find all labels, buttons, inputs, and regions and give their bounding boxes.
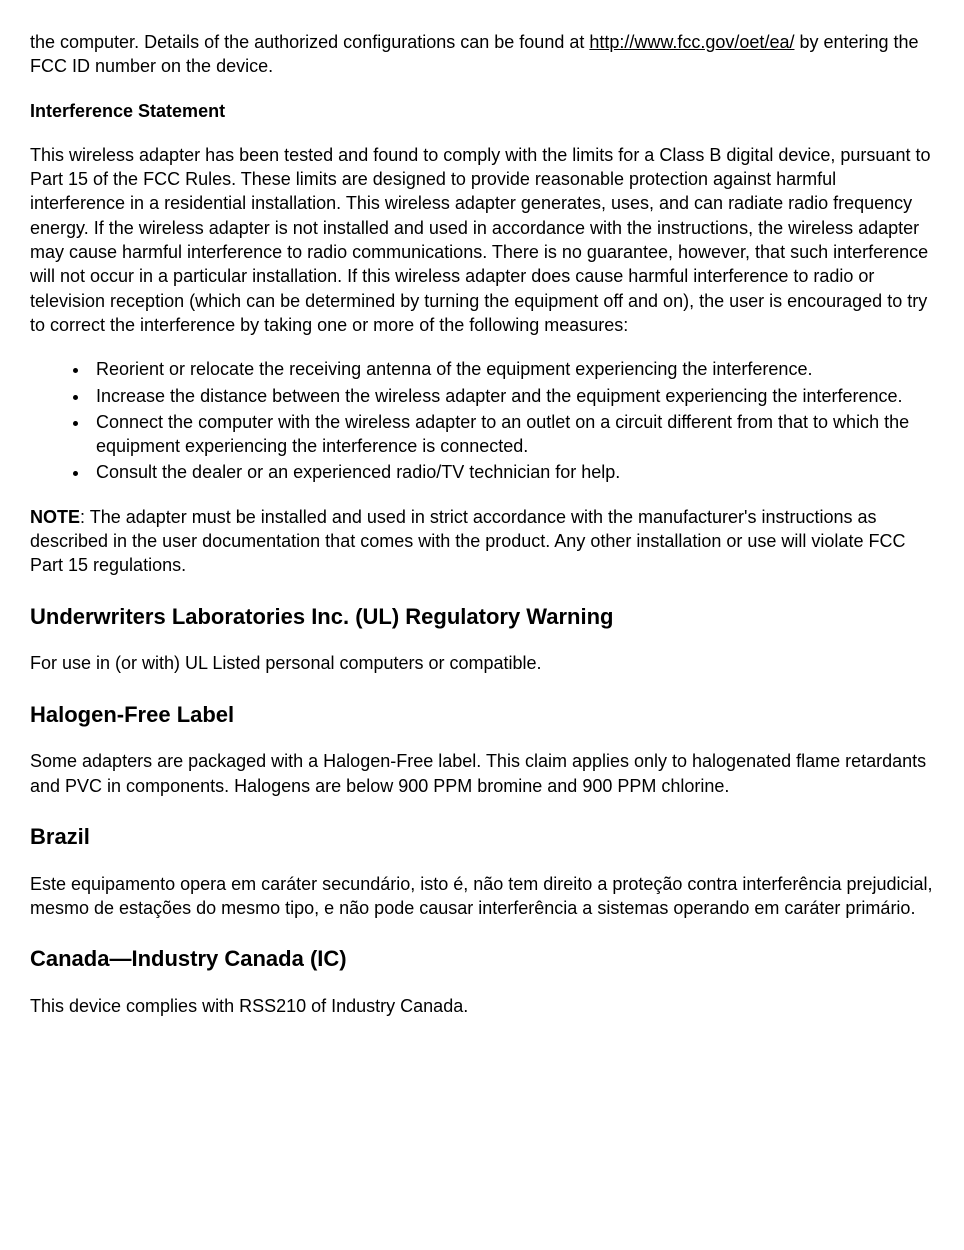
fcc-link[interactable]: http://www.fcc.gov/oet/ea/ (589, 32, 794, 52)
interference-bullets: Reorient or relocate the receiving anten… (30, 357, 934, 484)
note-body: : The adapter must be installed and used… (30, 507, 905, 576)
interference-heading: Interference Statement (30, 99, 934, 123)
note-label: NOTE (30, 507, 80, 527)
list-item: Connect the computer with the wireless a… (90, 410, 934, 459)
list-item: Reorient or relocate the receiving anten… (90, 357, 934, 381)
canada-heading: Canada—Industry Canada (IC) (30, 944, 934, 974)
list-item: Increase the distance between the wirele… (90, 384, 934, 408)
intro-paragraph: the computer. Details of the authorized … (30, 30, 934, 79)
ul-heading: Underwriters Laboratories Inc. (UL) Regu… (30, 602, 934, 632)
note-paragraph: NOTE: The adapter must be installed and … (30, 505, 934, 578)
interference-body: This wireless adapter has been tested an… (30, 143, 934, 337)
halogen-body: Some adapters are packaged with a Haloge… (30, 749, 934, 798)
list-item: Consult the dealer or an experienced rad… (90, 460, 934, 484)
brazil-body: Este equipamento opera em caráter secund… (30, 872, 934, 921)
canada-body: This device complies with RSS210 of Indu… (30, 994, 934, 1018)
brazil-heading: Brazil (30, 822, 934, 852)
intro-text-1: the computer. Details of the authorized … (30, 32, 589, 52)
halogen-heading: Halogen-Free Label (30, 700, 934, 730)
ul-body: For use in (or with) UL Listed personal … (30, 651, 934, 675)
